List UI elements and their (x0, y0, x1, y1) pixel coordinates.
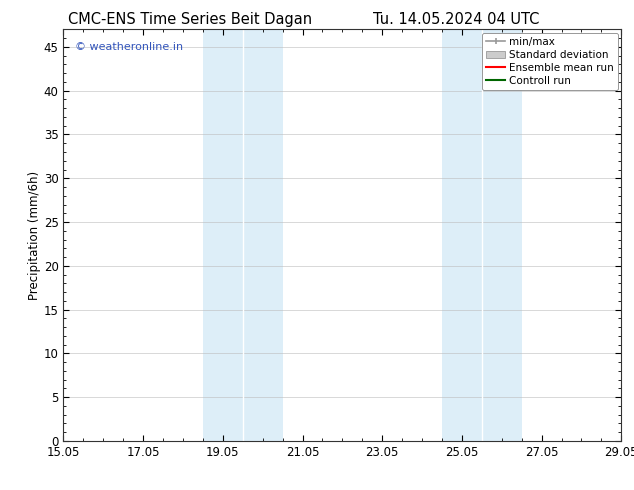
Legend: min/max, Standard deviation, Ensemble mean run, Controll run: min/max, Standard deviation, Ensemble me… (482, 32, 618, 90)
Bar (203, 29, 243, 441)
Text: CMC-ENS Time Series Beit Dagan: CMC-ENS Time Series Beit Dagan (68, 12, 313, 27)
Bar (482, 29, 522, 441)
Bar (243, 29, 283, 441)
Y-axis label: Precipitation (mm/6h): Precipitation (mm/6h) (28, 171, 41, 300)
Bar (442, 29, 482, 441)
Text: © weatheronline.in: © weatheronline.in (75, 42, 183, 52)
Text: Tu. 14.05.2024 04 UTC: Tu. 14.05.2024 04 UTC (373, 12, 540, 27)
